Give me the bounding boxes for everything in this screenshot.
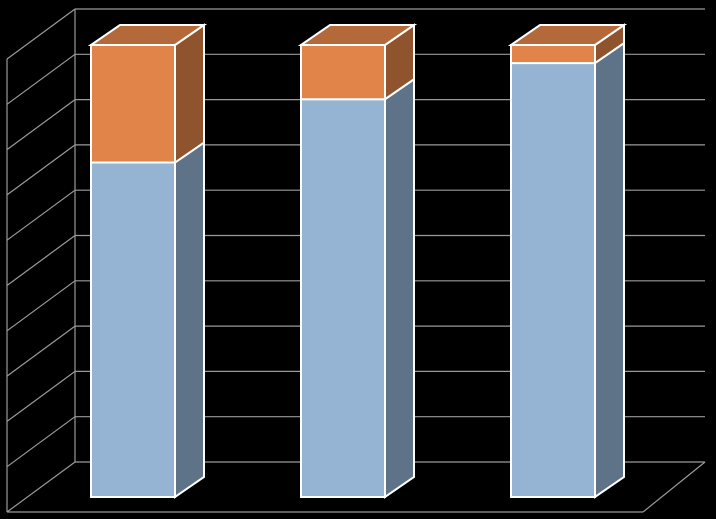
bar-front-face <box>510 44 596 65</box>
bar-front-face <box>300 98 386 499</box>
bar-top-face <box>297 24 418 46</box>
side-wall-gridline <box>6 8 76 60</box>
bar-front-face <box>300 44 386 101</box>
bar-top-face <box>87 24 208 46</box>
bar-segment <box>87 23 208 165</box>
side-wall-gridline <box>6 53 76 105</box>
bar-segment <box>507 23 628 65</box>
side-wall-gridline <box>6 325 76 377</box>
side-wall-gridline <box>6 416 76 468</box>
bar-top-face <box>507 24 628 46</box>
bar-side-face <box>174 140 205 499</box>
bar-front-face <box>90 161 176 499</box>
side-wall-gridline <box>6 370 76 422</box>
floor-right-edge <box>642 461 706 513</box>
bar-side-face <box>594 41 625 499</box>
bar-side-face <box>174 23 205 165</box>
bars <box>87 23 628 499</box>
bar-segment <box>510 41 625 499</box>
bar-front-face <box>90 44 176 164</box>
side-wall-gridline <box>6 235 76 286</box>
bar-segment <box>300 77 415 499</box>
bar-side-face <box>384 77 415 499</box>
side-wall-gridline <box>6 461 76 513</box>
side-wall-gridline <box>6 280 76 332</box>
bar-front-face <box>510 62 596 499</box>
bar-segment <box>90 140 205 499</box>
side-wall-gridline <box>6 144 76 196</box>
side-wall-gridline <box>6 189 76 241</box>
side-wall-gridline <box>6 99 76 151</box>
bar-segment <box>297 23 418 102</box>
